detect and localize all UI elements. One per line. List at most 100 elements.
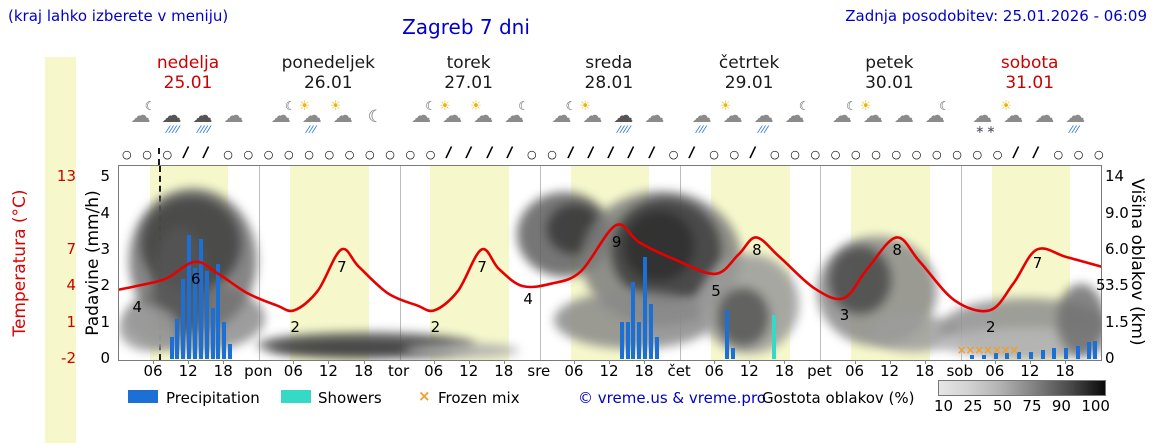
temp-tick: 4 (66, 276, 76, 295)
time-tick: 06 (704, 362, 724, 380)
precipitation-bar (169, 336, 174, 359)
cloud-height-tick: 0 (1105, 349, 1115, 368)
wind-barb-icon: / (566, 142, 575, 162)
moon-icon: ☾ (367, 107, 384, 127)
moon-cloud-icon: ☾ ☁ (784, 99, 810, 127)
rain-cloud-icon: ☁/// (691, 103, 712, 135)
wind-barb-icon: / (444, 142, 453, 162)
calm-circle-icon: ○ (729, 148, 740, 161)
cloud-density-label: Gostota oblakov (%) (762, 389, 915, 407)
precipitation-bar (730, 347, 735, 359)
wind-barb-icon: / (465, 142, 473, 162)
calm-circle-icon: ○ (1094, 148, 1104, 161)
sun-cloud-icon: ☀ ☁ (579, 99, 603, 127)
cloud-icon: ☁ (1034, 103, 1055, 127)
temperature-value-label: 4 (132, 298, 143, 316)
calm-circle-icon: ○ (932, 148, 942, 161)
precipitation-bar (970, 355, 975, 359)
density-tick: 25 (963, 397, 983, 415)
cloud-extra-tick: 5 (1096, 276, 1106, 295)
time-tick: 18 (915, 362, 935, 380)
wind-barb-icon: / (1011, 142, 1020, 162)
day-name: ponedeljek (281, 53, 375, 73)
day-name: torek (446, 53, 491, 73)
time-tick-mark (924, 360, 926, 364)
heavy-rain-cloud-icon: ☁//// (161, 103, 182, 135)
temp-tick: 7 (66, 240, 76, 258)
time-tick: čet (667, 362, 691, 380)
day-header-četrtek: četrtek 29.01 (679, 53, 819, 93)
day-header-sobota: sobota 31.01 (960, 53, 1100, 93)
cloud-density-blob (119, 306, 179, 351)
time-tick: 18 (774, 362, 794, 380)
wind-barb-icon: / (606, 142, 615, 162)
precipitation-bar (175, 318, 180, 359)
day-name: sreda (585, 53, 633, 73)
precipitation-bar (1093, 340, 1098, 359)
calm-circle-icon: ○ (1073, 148, 1084, 161)
density-tick: 100 (1081, 397, 1110, 415)
day-header-nedelja: nedelja 25.01 (118, 53, 258, 93)
time-tick: 18 (1055, 362, 1075, 380)
time-tick: 12 (318, 362, 338, 380)
moon-cloud-icon: ☾ ☁ (411, 99, 437, 127)
copyright-link[interactable]: © vreme.us & vreme.pro (578, 389, 766, 407)
wind-barb-icon: / (1032, 142, 1040, 162)
meteogram-plot: × × × × × × × 4 6 2 7 2 7 4 9 5 8 3 8 2 7 (118, 165, 1102, 361)
calm-circle-icon: ○ (810, 148, 821, 161)
time-tick: tor (387, 362, 410, 380)
day-header-petek: petek 30.01 (819, 53, 959, 93)
frozen-mix-marker: × (956, 343, 967, 358)
calm-circle-icon: ○ (162, 148, 173, 161)
day-icons-sreda: ☾ ☁ ☀ ☁ ☁//// ☁ (539, 99, 679, 143)
sun-cloud-icon: ☀ ☁ (329, 99, 353, 127)
calm-circle-icon: ○ (344, 148, 355, 161)
calm-circle-icon: ○ (365, 148, 375, 161)
wind-barb-icon: / (627, 142, 635, 162)
day-icons-nedelja: ☾ ☁ ☁////☁////☁ (118, 99, 258, 143)
moon-cloud-icon: ☾ ☁ (831, 99, 857, 127)
temperature-value-label: 8 (892, 241, 902, 260)
day-date: 26.01 (303, 73, 353, 93)
calm-circle-icon: ○ (851, 148, 861, 161)
temperature-value-label: 9 (611, 233, 622, 252)
page-title: Zagreb 7 dni (402, 15, 530, 39)
calm-circle-icon: ○ (830, 148, 841, 161)
wind-barb-icon: / (505, 142, 514, 162)
precipitation-bar (637, 322, 642, 359)
time-tick-mark (644, 360, 646, 364)
showers-swatch (281, 390, 311, 403)
temp-tick: 13 (56, 167, 76, 186)
time-tick-mark (854, 360, 856, 364)
precipitation-bar (181, 278, 186, 359)
precipitation-bar (204, 271, 209, 359)
day-separator (820, 166, 822, 360)
precipitation-bar (1052, 347, 1057, 359)
showers-bar (771, 315, 776, 359)
time-tick: 12 (459, 362, 479, 380)
calm-circle-icon: ○ (223, 148, 233, 161)
frozen-mix-icon: × (418, 387, 431, 405)
temperature-value-label: 2 (985, 318, 996, 337)
calm-circle-icon: ○ (790, 148, 800, 161)
time-tick-mark (609, 360, 610, 364)
day-date: 30.01 (865, 73, 914, 93)
time-tick: 12 (739, 362, 759, 380)
time-tick: 18 (353, 362, 374, 380)
precip-tick: 0 (100, 349, 110, 368)
day-separator (960, 166, 962, 360)
calm-circle-icon: ○ (668, 148, 679, 161)
day-date: 25.01 (163, 73, 213, 93)
precipitation-bar (222, 322, 227, 359)
time-tick-mark (784, 360, 786, 364)
time-tick-mark (433, 360, 435, 364)
day-name: nedelja (156, 53, 220, 73)
temp-tick: -2 (61, 349, 76, 368)
precipitation-bar (216, 264, 221, 359)
time-tick-mark (188, 360, 190, 364)
cloud-density-blob (404, 343, 519, 358)
calm-circle-icon: ○ (284, 148, 294, 161)
wind-barb-icon: / (687, 142, 696, 162)
heavy-rain-cloud-icon: ☁//// (192, 103, 213, 135)
precipitation-bar (982, 355, 987, 359)
